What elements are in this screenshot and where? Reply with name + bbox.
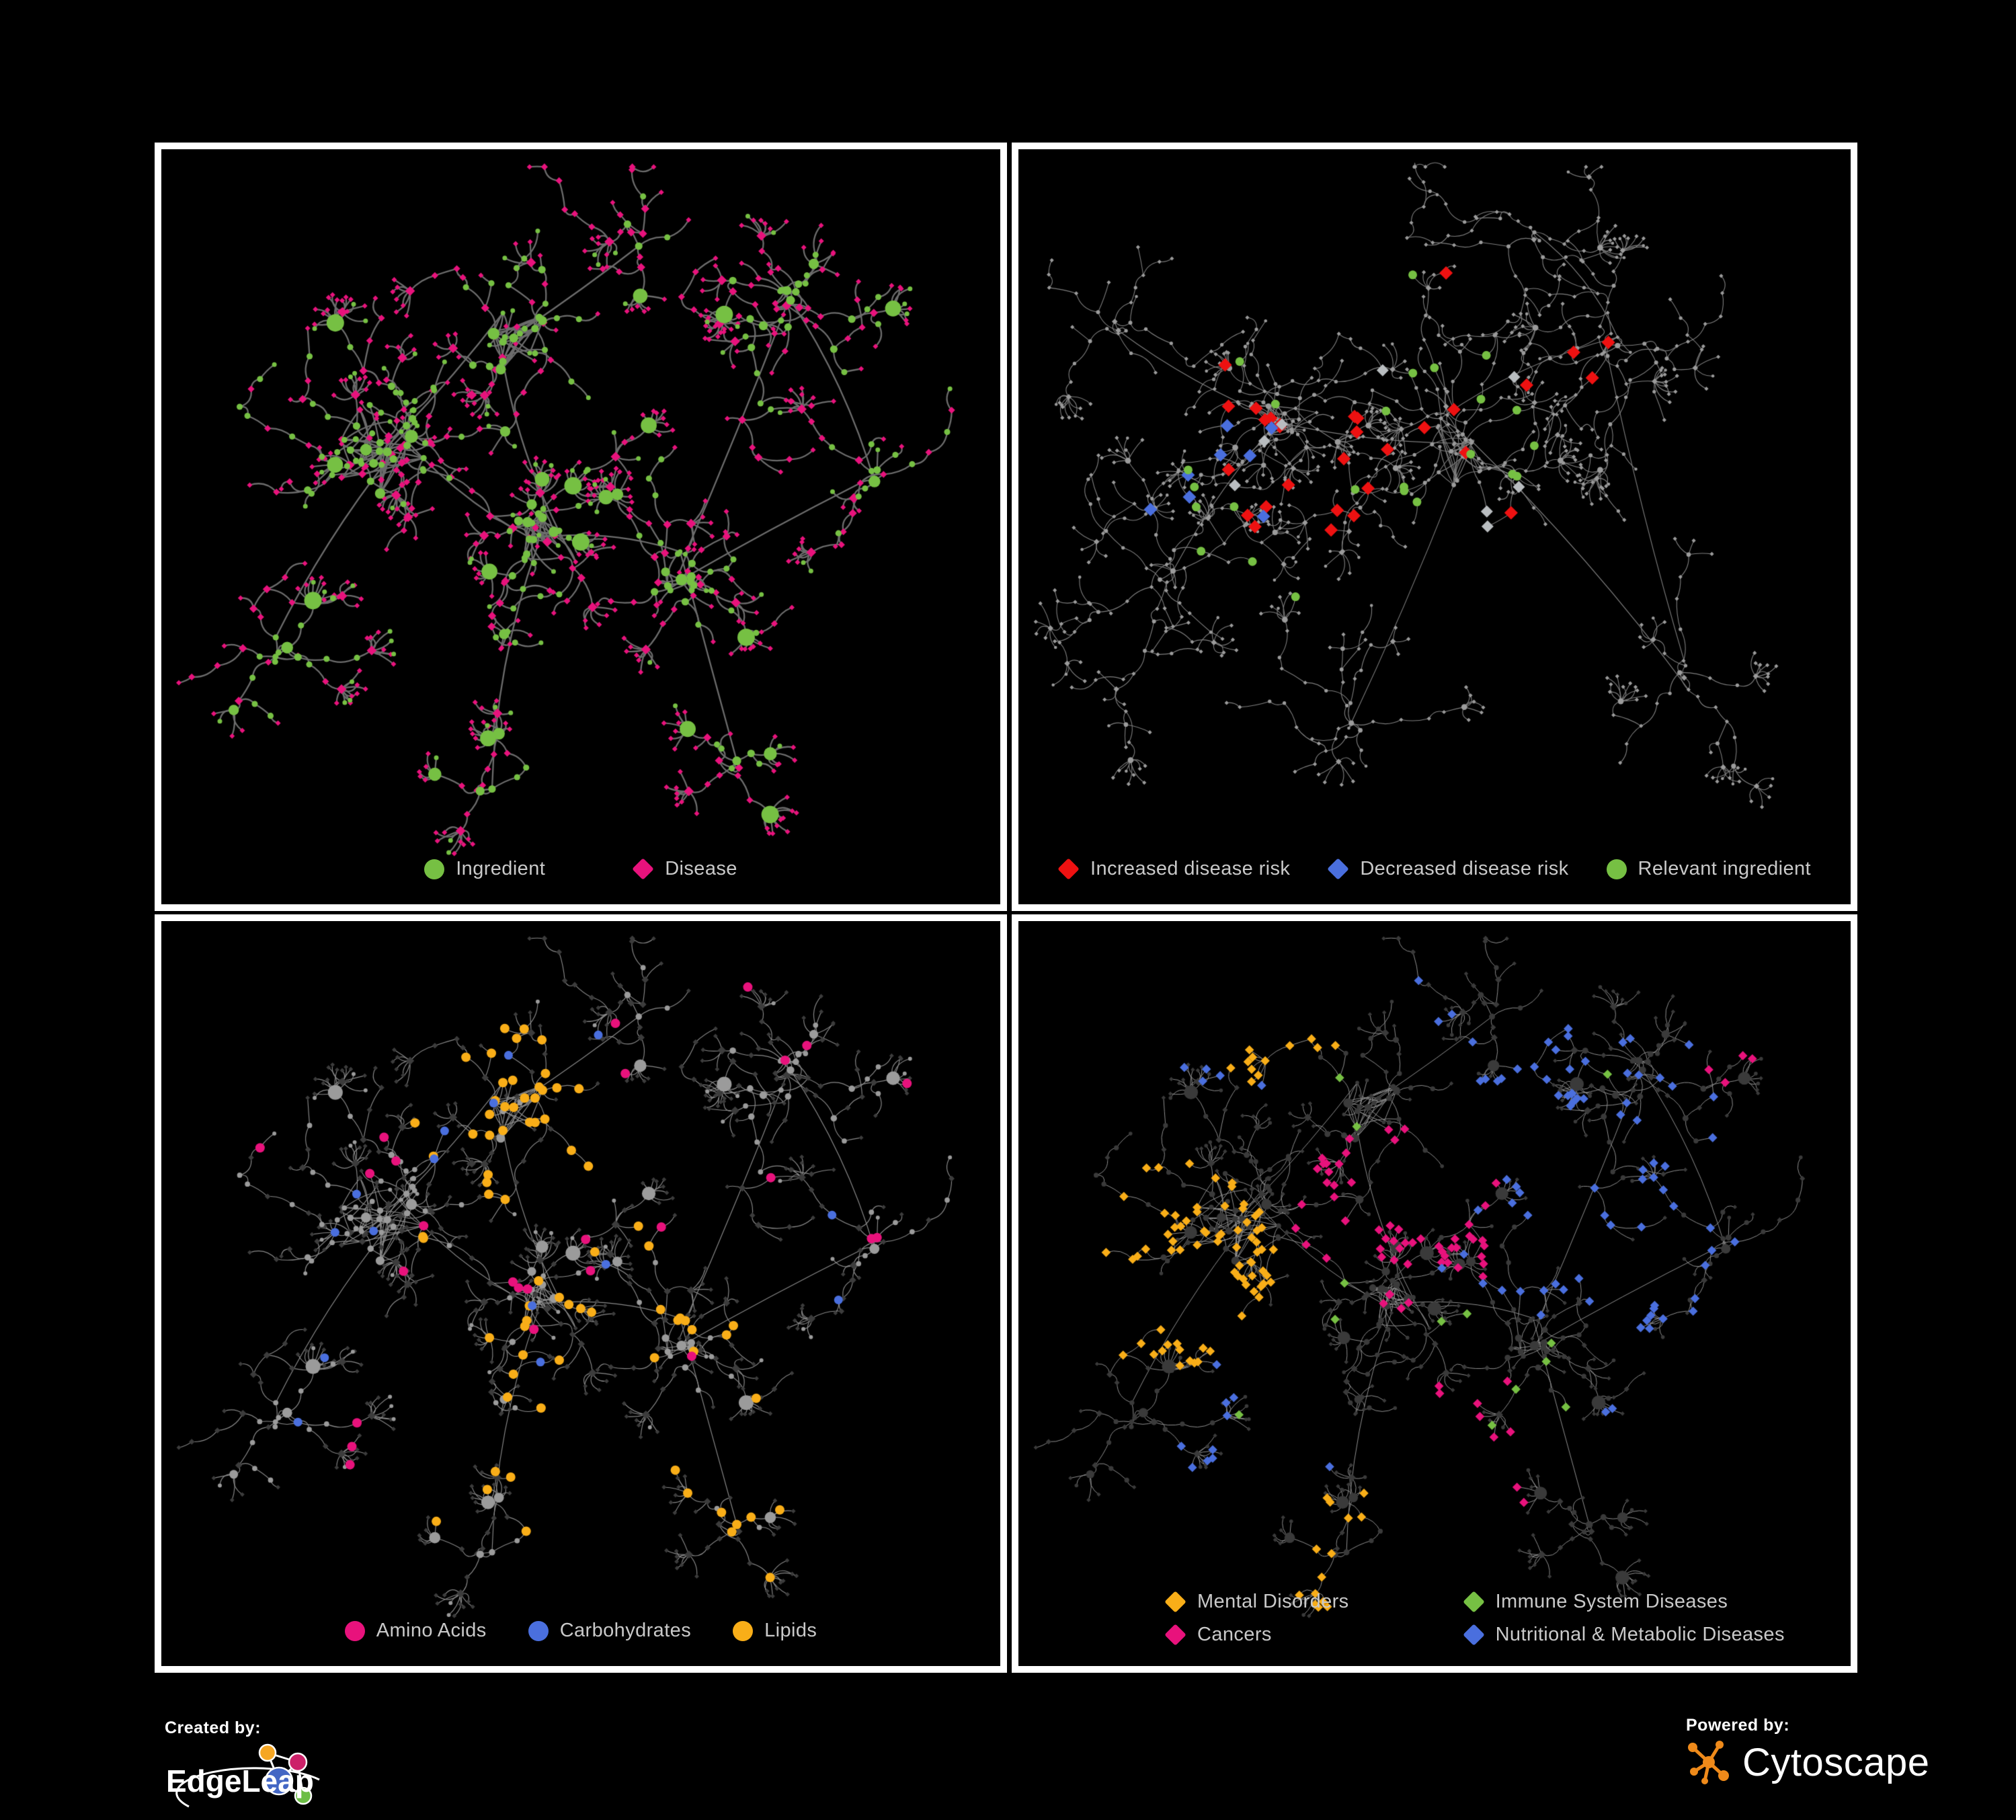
powered-by-label: Powered by:: [1686, 1716, 1790, 1735]
legend-disease-categories: Mental Disorders Immune System Diseases …: [1164, 1591, 1785, 1646]
legend-label: Amino Acids: [376, 1620, 487, 1641]
cytoscape-logo-icon: [1688, 1741, 1729, 1784]
legend-item: Increased disease risk: [1057, 858, 1291, 880]
legend-item: Lipids: [733, 1620, 817, 1642]
legend-marker-circle: [528, 1620, 549, 1641]
edgeleap-node-blue: [264, 1766, 294, 1796]
legend-item: Relevant ingredient: [1606, 858, 1812, 880]
panel-nutrient-classes: Amino Acids Carbohydrates Lipids: [155, 914, 1007, 1673]
legend-marker-circle: [344, 1620, 365, 1641]
panel-ingredient-disease: Ingredient Disease: [155, 143, 1007, 911]
legend-label: Relevant ingredient: [1638, 858, 1812, 879]
legend-item: Carbohydrates: [528, 1620, 691, 1642]
legend-marker-diamond: [632, 858, 654, 880]
legend-item: Decreased disease risk: [1327, 858, 1569, 880]
legend-marker-diamond: [1164, 1624, 1186, 1646]
panel-disease-risk: Increased disease risk Decreased disease…: [1012, 143, 1857, 911]
legend-marker-circle: [733, 1620, 754, 1641]
edgeleap-node-green: [294, 1786, 313, 1805]
network-graph-nutrient-classes: [161, 921, 1000, 1666]
legend-label: Decreased disease risk: [1360, 858, 1569, 879]
legend-ingredient-disease: Ingredient Disease: [161, 858, 1000, 880]
edgeleap-wordmark: EdgeLeap: [166, 1764, 314, 1798]
edgeleap-logo: EdgeLeap: [166, 1743, 320, 1808]
legend-item: Ingredient: [424, 858, 545, 880]
legend-label: Mental Disorders: [1197, 1591, 1349, 1612]
legend-label: Cancers: [1197, 1624, 1272, 1645]
cytoscape-wordmark: Cytoscape: [1742, 1740, 1930, 1784]
legend-marker-diamond: [1057, 858, 1080, 880]
legend-item: Disease: [632, 858, 737, 880]
created-by-label: Created by:: [165, 1718, 261, 1737]
legend-item: Mental Disorders: [1164, 1591, 1349, 1613]
network-graph-ingredient-disease: [161, 149, 1000, 904]
edgeleap-node-magenta: [288, 1752, 308, 1772]
legend-label: Carbohydrates: [559, 1620, 692, 1641]
legend-label: Lipids: [764, 1620, 817, 1641]
legend-marker-diamond: [1462, 1591, 1485, 1613]
legend-marker-diamond: [1327, 858, 1350, 880]
legend-item: Immune System Diseases: [1462, 1591, 1785, 1613]
edgeleap-swoosh: [175, 1767, 320, 1808]
legend-marker-diamond: [1164, 1591, 1186, 1613]
edgeleap-credit: Created by: EdgeLeap: [165, 1718, 333, 1818]
network-graph-disease-categories: [1018, 921, 1851, 1666]
legend-label: Immune System Diseases: [1495, 1591, 1728, 1612]
cytoscape-credit: Powered by: Cytosc: [1686, 1716, 1930, 1788]
legend-item: Amino Acids: [344, 1620, 487, 1642]
edgeleap-node-orange: [258, 1743, 277, 1762]
legend-label: Increased disease risk: [1090, 858, 1291, 879]
legend-label: Ingredient: [456, 858, 546, 879]
legend-marker-diamond: [1462, 1624, 1485, 1646]
legend-label: Disease: [665, 858, 737, 879]
network-graph-disease-risk: [1018, 149, 1851, 904]
legend-nutrient-classes: Amino Acids Carbohydrates Lipids: [161, 1620, 1000, 1642]
legend-marker-circle: [1606, 859, 1627, 879]
panel-disease-categories: Mental Disorders Immune System Diseases …: [1012, 914, 1857, 1673]
legend-marker-circle: [424, 859, 445, 879]
legend-label: Nutritional & Metabolic Diseases: [1495, 1624, 1785, 1645]
legend-item: Nutritional & Metabolic Diseases: [1462, 1624, 1785, 1646]
legend-disease-risk: Increased disease risk Decreased disease…: [1018, 858, 1851, 880]
legend-item: Cancers: [1164, 1624, 1349, 1646]
